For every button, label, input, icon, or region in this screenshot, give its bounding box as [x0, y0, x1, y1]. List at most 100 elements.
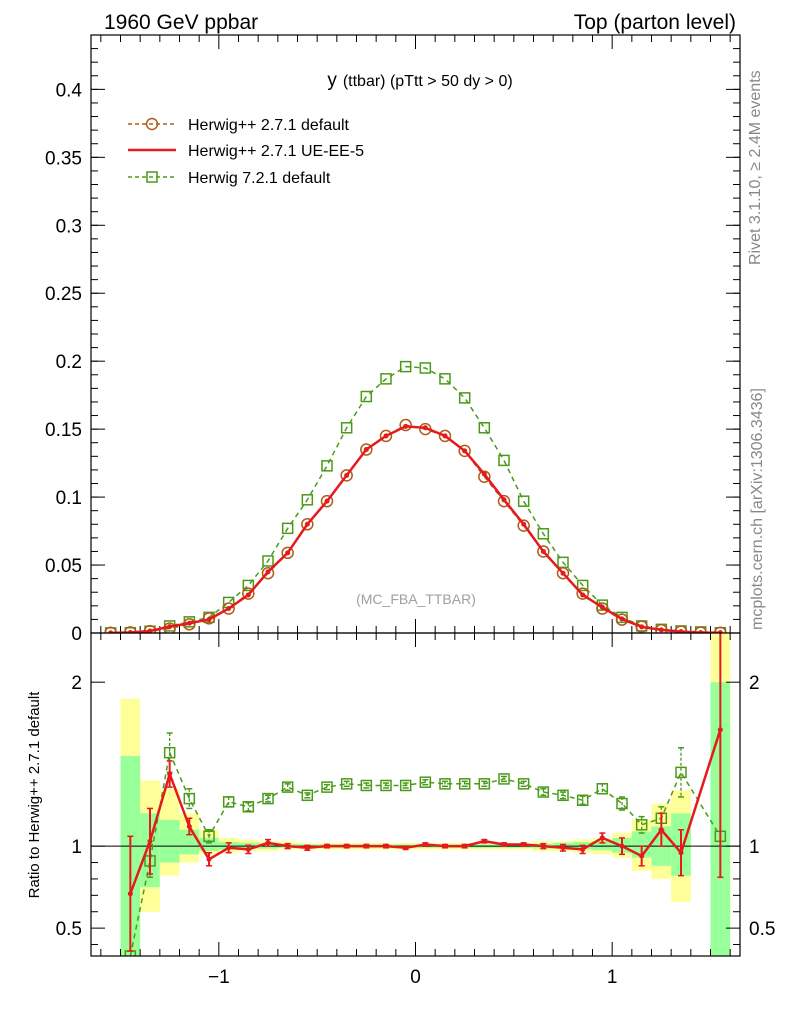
legend-entry-ue-ee-5: Herwig++ 2.7.1 UE-EE-5: [128, 143, 364, 160]
ratio-point-square: [419, 776, 432, 788]
rivet-label: Rivet 3.1.10, ≥ 2.4M events: [747, 70, 764, 265]
ratio-point-square: [262, 792, 274, 805]
main-point-dot: [206, 617, 212, 623]
main-point-circle: [202, 612, 216, 625]
main-y-tick-label: 0.3: [56, 216, 82, 237]
main-point-square: [537, 528, 550, 540]
main-point-dot: [245, 592, 251, 598]
main-point-dot: [462, 448, 468, 454]
main-point-circle: [438, 429, 452, 443]
ratio-point-square: [222, 796, 235, 808]
ratio-point-square: [478, 778, 491, 790]
legend-entry-herwig-default: Herwig++ 2.7.1 default: [128, 117, 350, 134]
ratio-y-tick-label-right: 2: [749, 673, 760, 694]
main-point-circle: [497, 494, 511, 508]
main-point-square: [301, 494, 314, 506]
main-point-dot: [324, 498, 330, 504]
ratio-point-dot: [363, 843, 369, 849]
ratio-point-dot: [206, 856, 212, 862]
main-y-tick-label: 0.05: [45, 556, 82, 577]
main-point-dot: [580, 592, 586, 598]
main-point-dot: [599, 604, 605, 610]
main-point-square: [517, 495, 530, 507]
main-point-circle: [615, 613, 629, 626]
ratio-point-dot: [422, 842, 428, 848]
main-point-circle: [340, 469, 353, 482]
ratio-bands: [120, 633, 731, 956]
main-point-dot: [442, 433, 448, 439]
main-point-dot: [167, 624, 173, 630]
main-point-dot: [560, 570, 566, 576]
ratio-y-tick-label: 0.5: [56, 919, 82, 940]
main-series-1: [108, 423, 723, 633]
plot-title-sub: (ttbar) (pTtt > 50 dy > 0): [343, 73, 513, 90]
header-process: Top (parton level): [574, 11, 736, 34]
main-point-circle: [537, 545, 550, 558]
uncertainty-band-green: [159, 819, 180, 863]
main-point-circle: [222, 602, 235, 615]
main-y-tick-label: 0.1: [56, 488, 82, 509]
ratio-y-tick-label: 1: [71, 837, 82, 858]
main-point-square: [242, 579, 255, 592]
ratio-point-square: [498, 773, 510, 785]
legend-label-ue-ee-5: Herwig++ 2.7.1 UE-EE-5: [188, 143, 364, 160]
ratio-point-dot: [599, 835, 605, 841]
ratio-point-dot: [658, 827, 664, 833]
main-point-square: [262, 555, 274, 567]
main-point-square: [321, 460, 333, 472]
ratio-point-dot: [265, 840, 271, 846]
main-point-dot: [619, 616, 625, 622]
ratio-point-square: [380, 779, 392, 792]
ratio-point-square: [281, 781, 294, 793]
main-y-tick-label: 0.2: [56, 352, 82, 373]
ratio-y-tick-label-right: 1: [749, 837, 760, 858]
ratio-point-dot: [285, 843, 291, 849]
main-point-dot: [363, 447, 369, 453]
main-plot: 0 0.05 0.1 0.15 0.2 0.25 0.3 0.35 0.4: [45, 34, 741, 645]
ratio-point-square: [203, 830, 215, 843]
main-point-dot: [383, 433, 389, 439]
main-point-dot: [521, 521, 527, 527]
ratio-plot: 0.5 0.5 1 1 2 2 −1 0 1: [56, 632, 775, 988]
ratio-point-square: [635, 819, 648, 831]
header-energy: 1960 GeV ppbar: [104, 11, 258, 34]
main-point-square: [419, 362, 432, 374]
ratio-point-square: [458, 778, 471, 790]
main-point-dot: [265, 569, 271, 575]
main-point-dot: [540, 548, 546, 554]
main-point-circle: [596, 602, 609, 615]
ratio-series-1: [124, 732, 727, 956]
main-point-square: [360, 390, 373, 403]
main-point-dot: [717, 630, 723, 633]
ratio-point-dot: [383, 843, 389, 849]
ratio-point-dot: [304, 845, 310, 851]
main-point-dot: [304, 521, 310, 527]
ratio-point-dot: [462, 843, 468, 849]
main-point-circle: [261, 566, 275, 580]
ratio-point-square: [517, 778, 530, 790]
ratio-point-square: [576, 794, 589, 806]
main-point-dot: [285, 550, 291, 556]
ratio-series-line: [129, 750, 721, 956]
ratio-point-dot: [481, 838, 487, 844]
main-point-circle: [556, 566, 570, 580]
ratio-point-square: [596, 783, 609, 795]
ratio-point-dot: [324, 843, 330, 849]
ratio-point-square: [242, 801, 255, 813]
main-point-square: [399, 360, 412, 373]
legend-marker-square: [146, 171, 158, 183]
ratio-y-tick-label-right: 0.5: [749, 919, 775, 940]
ratio-point-dot: [344, 843, 350, 849]
main-point-dot: [658, 627, 664, 633]
main-point-dot: [108, 630, 114, 633]
main-point-dot: [226, 606, 232, 612]
main-point-square: [478, 422, 491, 434]
main-point-square: [380, 373, 392, 385]
main-point-circle: [281, 546, 294, 560]
main-y-tick-label: 0: [71, 624, 82, 645]
ratio-point-square: [163, 746, 176, 759]
ratio-point-dot: [186, 823, 192, 829]
mcplots-label: mcplots.cern.ch [arXiv:1306.3436]: [749, 388, 766, 630]
legend-entry-herwig7: Herwig 7.2.1 default: [128, 170, 331, 187]
